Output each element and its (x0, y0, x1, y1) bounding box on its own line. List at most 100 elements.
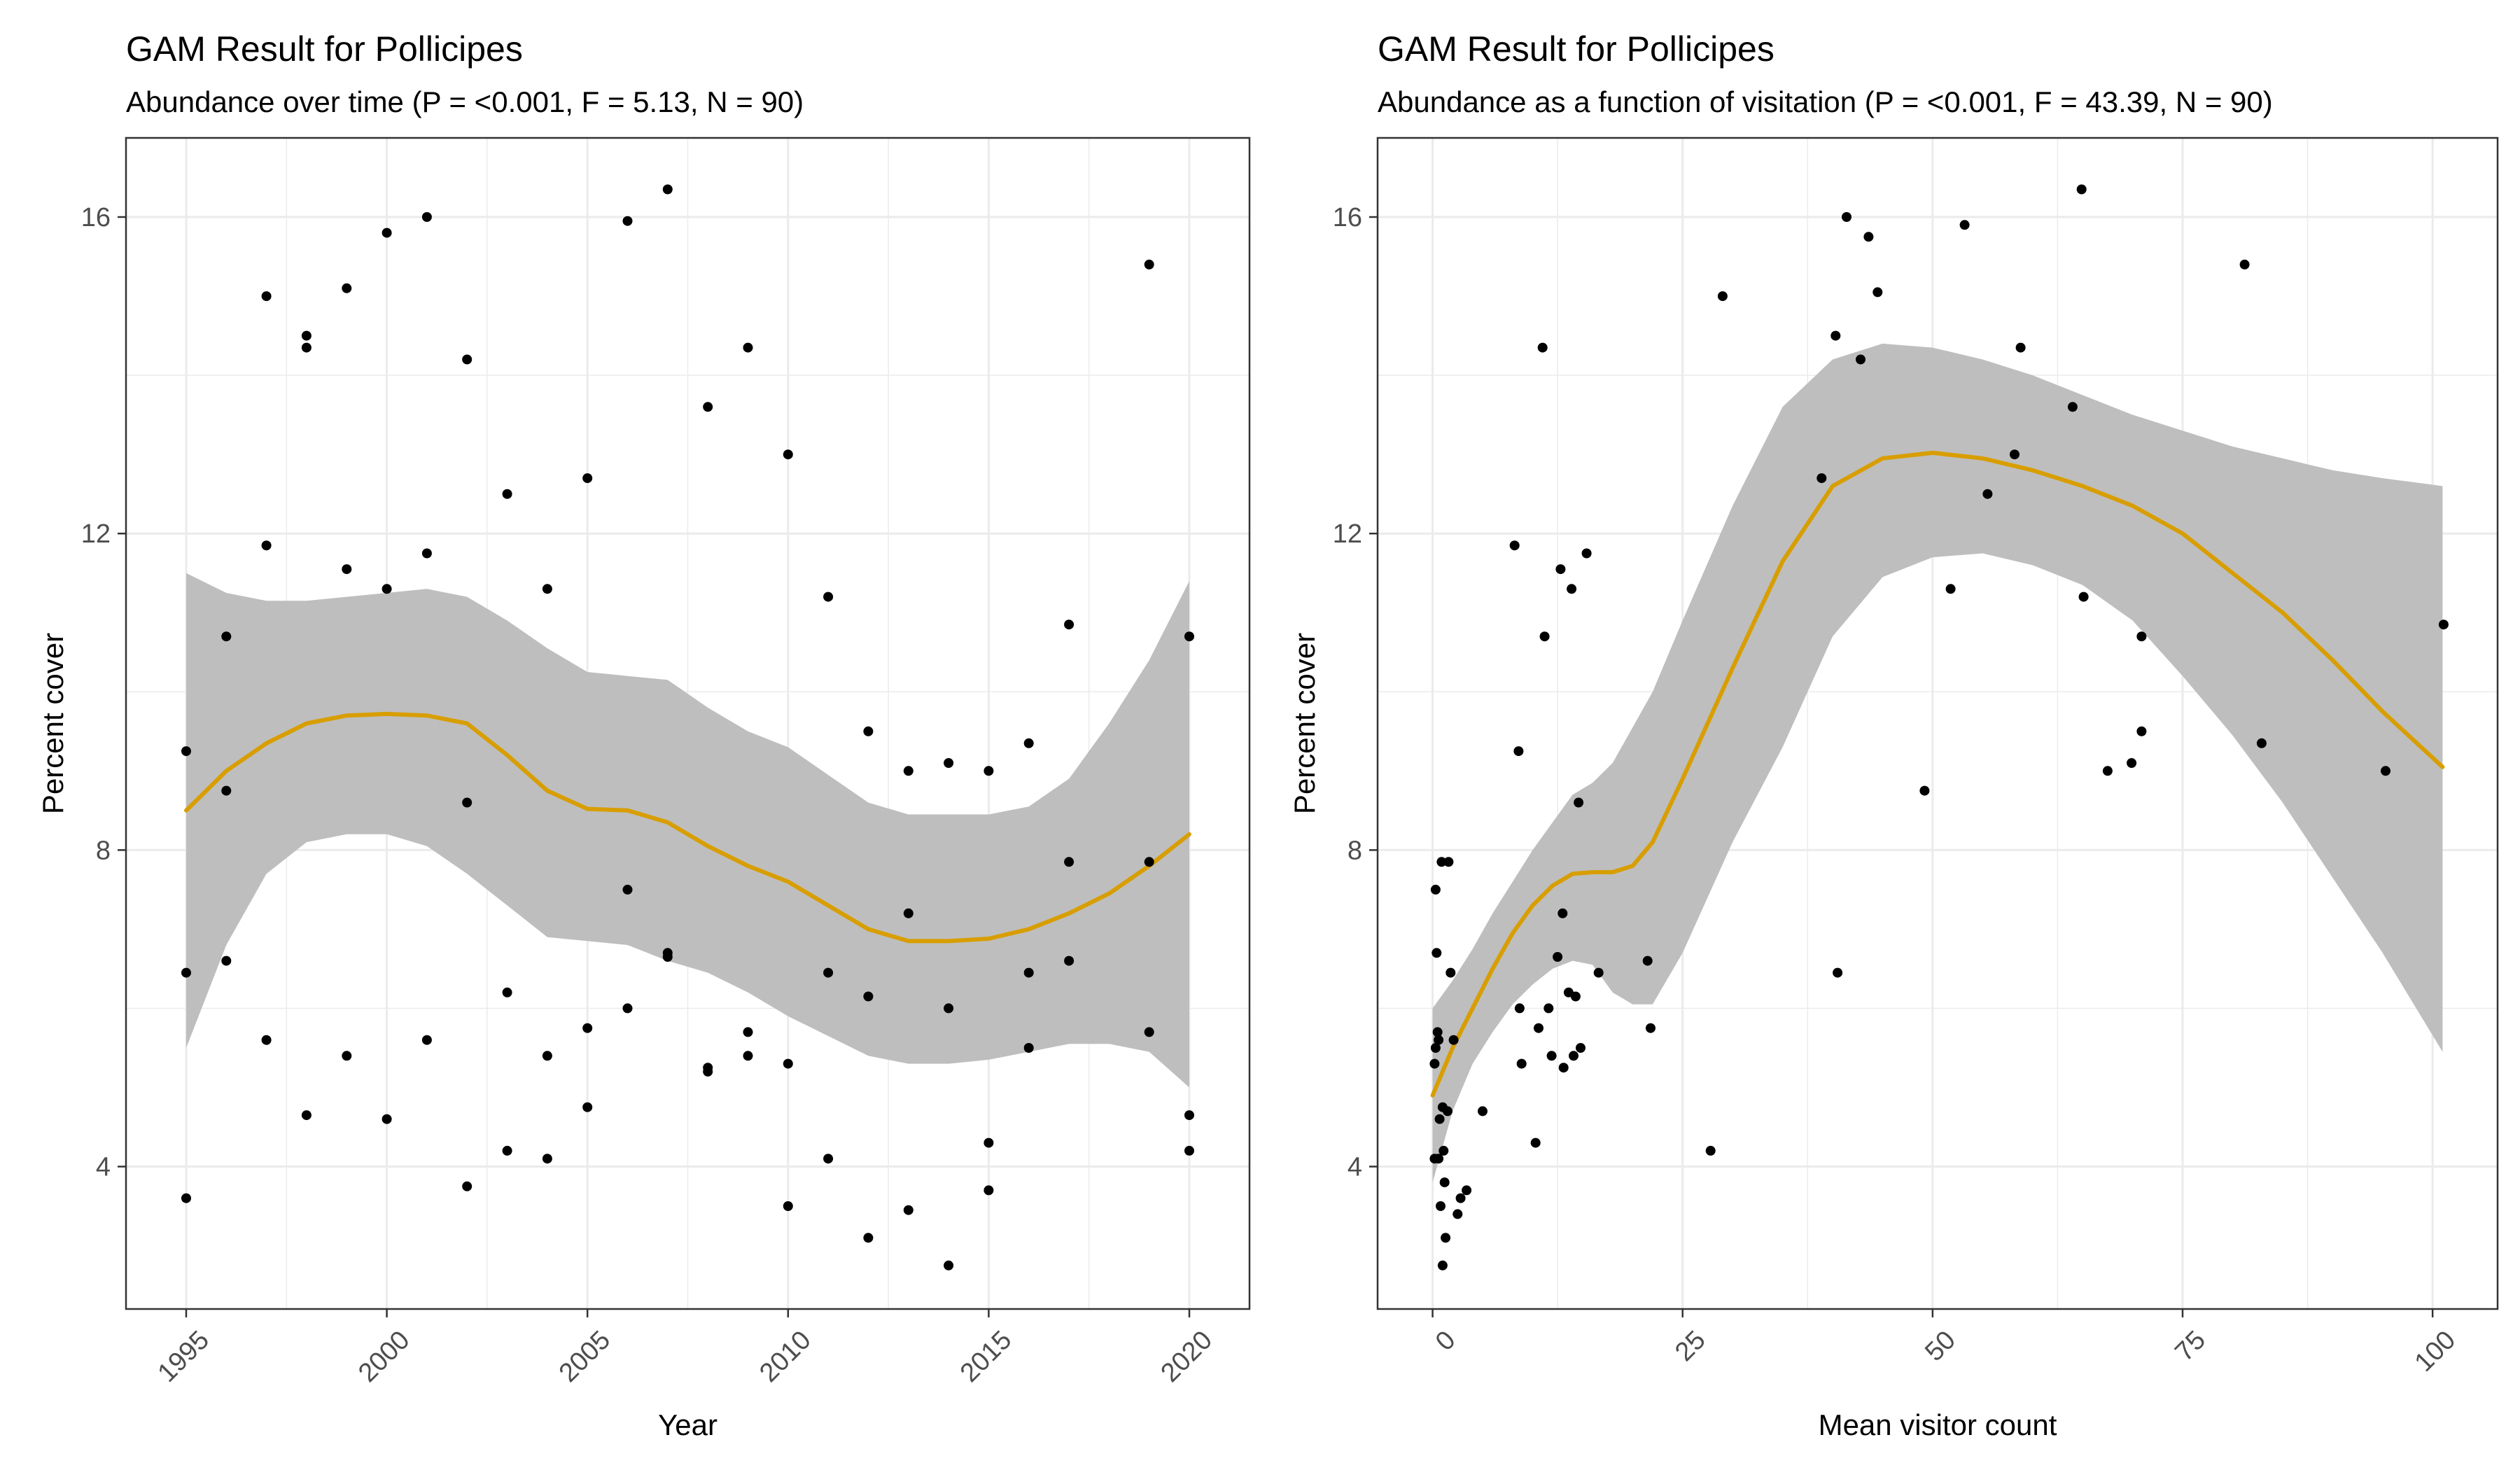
right-data-point (1537, 342, 1548, 353)
left-x-tick-label: 2005 (554, 1325, 616, 1387)
right-data-point (1856, 354, 1865, 365)
right-data-point (1570, 991, 1581, 1002)
right-data-point (1430, 1043, 1441, 1053)
left-data-point (582, 473, 593, 484)
right-data-point (2438, 620, 2449, 630)
left-data-point (1184, 631, 1194, 642)
right-data-point (1558, 908, 1568, 918)
right-panel-border (1376, 136, 2499, 1310)
left-data-point (261, 540, 272, 551)
right-data-point (1452, 1209, 1463, 1219)
left-x-tick-label: 2020 (1156, 1325, 1218, 1387)
right-data-point (1455, 1193, 1466, 1203)
left-data-point (342, 283, 352, 293)
right-data-point (1546, 1051, 1557, 1061)
left-data-point (502, 1145, 512, 1156)
left-data-point (983, 1185, 994, 1196)
left-data-point (823, 592, 834, 602)
left-data-point (863, 991, 874, 1002)
left-data-point (261, 1035, 272, 1045)
right-data-point (1544, 1003, 1554, 1014)
left-data-point (1023, 738, 1034, 748)
left-data-point (382, 1114, 392, 1124)
left-data-point (342, 1051, 352, 1061)
right-data-point (1438, 1145, 1449, 1156)
left-data-point (1144, 259, 1154, 270)
left-data-point (863, 726, 874, 736)
right-y-tick-label: 16 (1333, 203, 1362, 232)
right-data-point (1842, 212, 1851, 222)
left-data-point (582, 1023, 593, 1033)
left-data-point (983, 1138, 994, 1148)
left-data-point (944, 1260, 954, 1270)
right-data-point (1642, 955, 1653, 966)
left-data-point (1184, 1110, 1194, 1121)
left-data-point (382, 584, 392, 594)
left-y-tick-label: 4 (96, 1153, 111, 1182)
left-data-point (1064, 620, 1074, 630)
right-data-point (1462, 1185, 1472, 1196)
right-data-point (1436, 1201, 1446, 1211)
left-data-point (502, 489, 512, 499)
right-data-point (1446, 967, 1456, 978)
left-confidence-band (186, 573, 1189, 1088)
left-data-point (421, 548, 432, 559)
right-y-tick-label: 12 (1333, 519, 1362, 549)
left-data-point (903, 1205, 913, 1215)
left-data-point (542, 584, 552, 594)
right-data-point (1432, 948, 1442, 958)
left-x-tick-label: 2010 (754, 1325, 816, 1387)
right-data-point (1443, 857, 1454, 867)
right-data-point (2102, 766, 2113, 776)
right-data-point (1429, 1058, 1440, 1069)
left-data-point (1023, 967, 1034, 978)
left-y-tick-label: 12 (81, 519, 111, 549)
right-data-point (1833, 967, 1843, 978)
right-y-axis-title: Percent cover (1288, 633, 1321, 814)
right-data-point (1574, 797, 1584, 808)
left-data-point (301, 330, 312, 341)
right-smooth-line (1430, 450, 2445, 1098)
right-x-tick-label: 75 (2169, 1325, 2211, 1367)
right-data-point (2010, 449, 2019, 460)
right-data-point (1448, 1035, 1459, 1045)
left-data-point (542, 1154, 552, 1164)
right-data-point (1437, 1260, 1448, 1270)
left-data-point (1064, 857, 1074, 867)
right-chart-subtitle: Abundance as a function of visitation (P… (1378, 85, 2273, 118)
left-data-point (1144, 857, 1154, 867)
right-chart: GAM Result for Pollicipes Abundance as a… (1288, 29, 2499, 1441)
right-y-axis: 4 8 12 16 (1333, 203, 1378, 1182)
right-data-point (2127, 758, 2137, 768)
left-x-axis: 1995 2000 2005 2010 2015 2020 (153, 1309, 1218, 1388)
right-data-point (1646, 1023, 1656, 1033)
right-data-point (2256, 738, 2267, 748)
left-data-point (823, 967, 834, 978)
left-data-point (622, 216, 633, 226)
left-data-point (743, 1051, 753, 1061)
left-data-point (783, 1201, 793, 1211)
left-chart-subtitle: Abundance over time (P = <0.001, F = 5.1… (126, 85, 804, 118)
right-data-point (1432, 1027, 1443, 1037)
left-data-point (301, 342, 312, 353)
left-data-point (221, 955, 232, 966)
right-data-point (1919, 785, 1930, 796)
left-data-point (542, 1051, 552, 1061)
right-data-point (1514, 1003, 1525, 1014)
right-data-point (1434, 1114, 1445, 1124)
right-data-point (1437, 1102, 1448, 1112)
right-data-point (1530, 1138, 1541, 1148)
right-x-tick-label: 0 (1430, 1325, 1462, 1357)
right-data-point (2067, 402, 2078, 412)
right-data-point (1439, 1177, 1450, 1188)
left-x-tick-label: 2000 (353, 1325, 415, 1387)
right-data-point (1555, 564, 1566, 575)
left-data-point (181, 967, 191, 978)
left-data-point (421, 212, 432, 222)
left-data-point (462, 354, 472, 365)
left-data-point (1023, 1043, 1034, 1053)
right-data-point (1830, 330, 1841, 341)
right-data-point (1534, 1023, 1544, 1033)
right-data-point (1567, 584, 1577, 594)
